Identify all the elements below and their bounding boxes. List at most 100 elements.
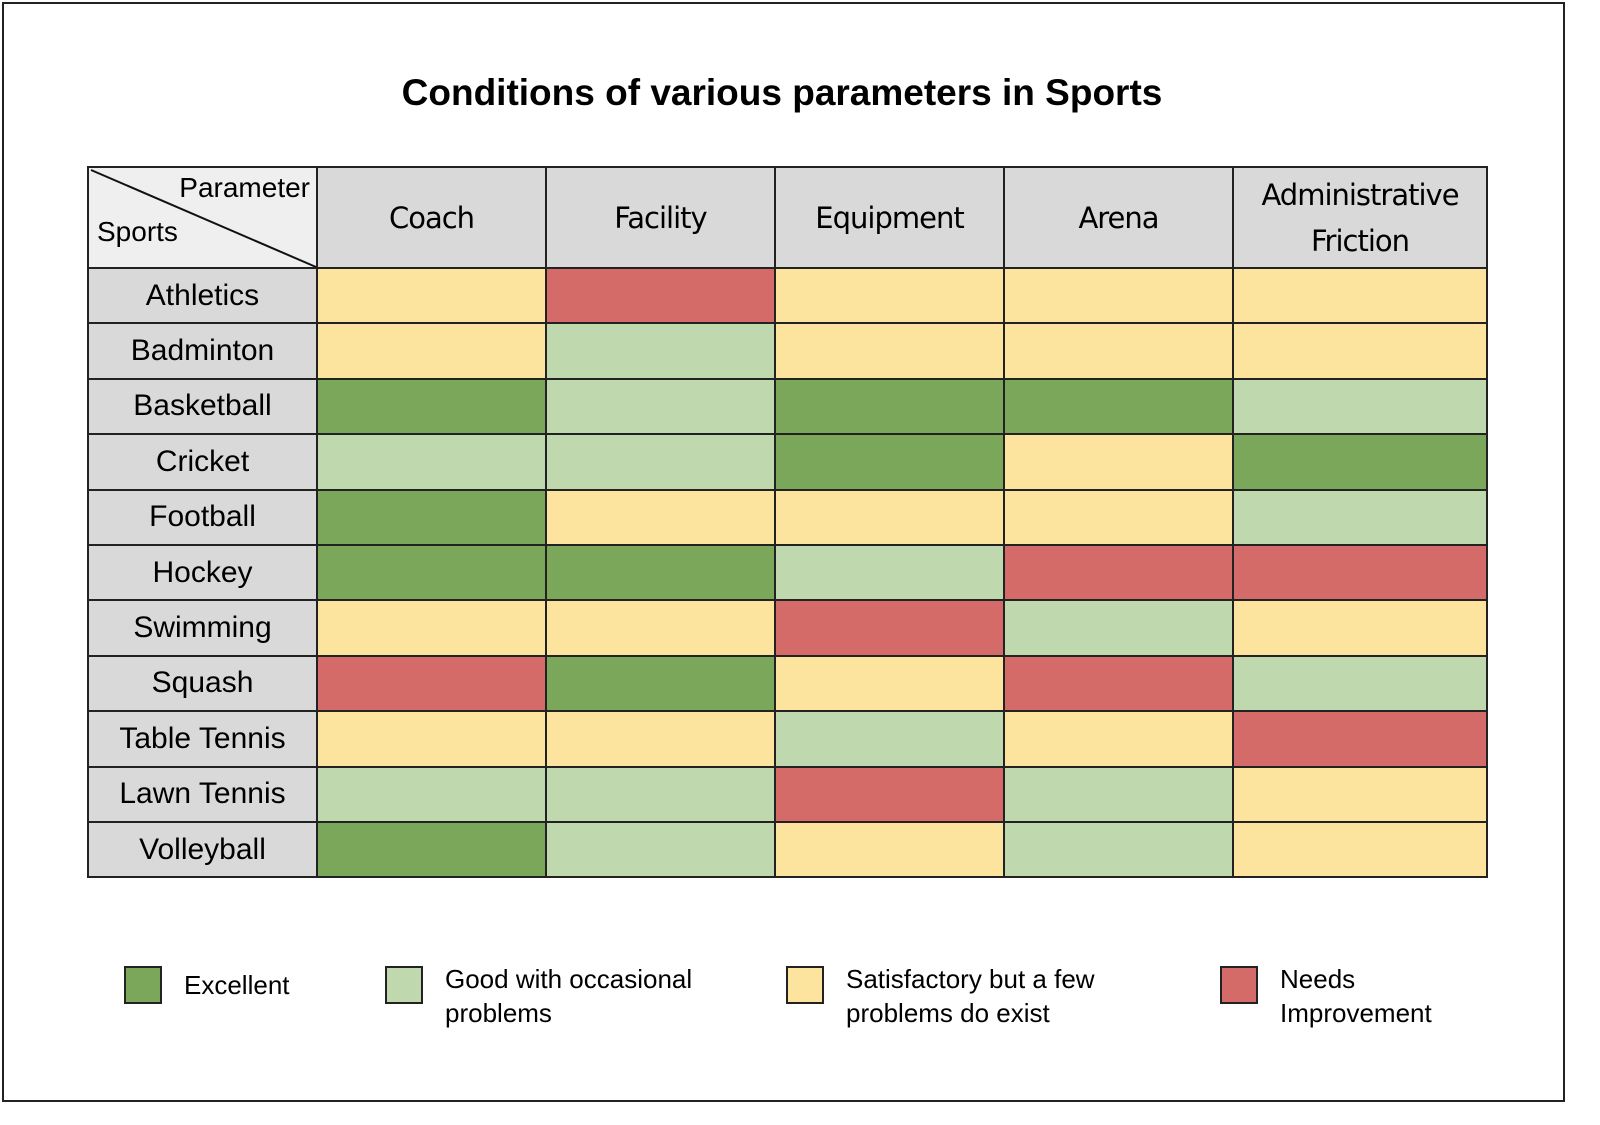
table-row: Football <box>87 488 1488 546</box>
heatmap-cell <box>1232 266 1488 325</box>
row-header: Table Tennis <box>87 710 318 768</box>
row-header: Volleyball <box>87 820 318 879</box>
row-header: Lawn Tennis <box>87 765 318 823</box>
heatmap-cell <box>316 266 547 325</box>
heatmap-cell <box>774 322 1005 380</box>
heatmap-cell <box>1003 599 1234 657</box>
table-row: Athletics <box>87 266 1488 325</box>
column-axis-label: Parameter <box>179 172 310 203</box>
heatmap-cell <box>1003 488 1234 546</box>
heatmap-cell <box>1003 266 1234 325</box>
chart-title: Conditions of various parameters in Spor… <box>401 72 1163 113</box>
heatmap-cell <box>1003 765 1234 823</box>
heatmap-cell <box>1232 710 1488 768</box>
heatmap-cell <box>1003 654 1234 713</box>
legend-item-excellent: Excellent <box>124 962 290 1004</box>
legend-label: Good with occasional problems <box>445 964 693 1028</box>
row-header: Hockey <box>87 543 318 602</box>
table-row: Hockey <box>87 543 1488 602</box>
heatmap-cell <box>1003 710 1234 768</box>
heatmap-cell <box>774 765 1005 823</box>
heatmap-cell <box>316 322 547 380</box>
heatmap-cell <box>316 377 547 436</box>
heatmap-cell <box>774 820 1005 879</box>
legend-swatch <box>786 966 824 1004</box>
legend-label: Needs Improvement <box>1280 964 1432 1028</box>
header-row: Parameter Sports Coach Facility Equipmen… <box>87 166 1488 269</box>
heatmap-cell <box>545 322 776 380</box>
legend-label: Satisfactory but a few problems do exist <box>846 964 1095 1028</box>
heatmap-cell <box>316 543 547 602</box>
heatmap-cell <box>774 488 1005 546</box>
heatmap-cell <box>545 765 776 823</box>
row-header: Swimming <box>87 599 318 657</box>
legend-label: Excellent <box>184 970 290 1000</box>
heatmap-cell <box>1232 820 1488 879</box>
corner-header: Parameter Sports <box>87 166 318 269</box>
legend-swatch <box>1220 966 1258 1004</box>
heatmap-table: Parameter Sports Coach Facility Equipmen… <box>87 166 1488 879</box>
chart-frame <box>2 2 1565 1102</box>
column-header-coach: Coach <box>316 166 547 269</box>
row-header: Basketball <box>87 377 318 436</box>
heatmap-cell <box>545 377 776 436</box>
row-header: Football <box>87 488 318 546</box>
heatmap-cell <box>1232 488 1488 546</box>
heatmap-cell <box>1232 765 1488 823</box>
column-header-administrative-friction: Administrative Friction <box>1232 166 1488 269</box>
heatmap-cell <box>774 377 1005 436</box>
heatmap-cell <box>1003 543 1234 602</box>
table-row: Swimming <box>87 599 1488 657</box>
legend-item-needs-improvement: Needs Improvement <box>1220 962 1460 1030</box>
row-header: Badminton <box>87 322 318 380</box>
heatmap-cell <box>774 710 1005 768</box>
heatmap-cell <box>545 433 776 491</box>
heatmap-cell <box>545 488 776 546</box>
heatmap-cell <box>1232 543 1488 602</box>
legend-swatch <box>385 966 423 1004</box>
legend-swatch <box>124 966 162 1004</box>
heatmap-cell <box>545 599 776 657</box>
heatmap-cell <box>316 710 547 768</box>
table-row: Squash <box>87 654 1488 713</box>
diagonal-line <box>90 169 317 268</box>
row-header: Cricket <box>87 433 318 491</box>
heatmap-cell <box>1003 322 1234 380</box>
heatmap-cell <box>316 433 547 491</box>
row-header: Athletics <box>87 266 318 325</box>
heatmap-cell <box>1232 654 1488 713</box>
heatmap-cell <box>1003 433 1234 491</box>
heatmap-cell <box>1232 433 1488 491</box>
heatmap-cell <box>316 654 547 713</box>
heatmap-cell <box>545 543 776 602</box>
heatmap-cell <box>316 820 547 879</box>
column-header-arena: Arena <box>1003 166 1234 269</box>
heatmap-cell <box>1232 322 1488 380</box>
table-row: Volleyball <box>87 820 1488 879</box>
table-row: Lawn Tennis <box>87 765 1488 823</box>
table-row: Cricket <box>87 433 1488 491</box>
legend-item-good: Good with occasional problems <box>385 962 735 1030</box>
heatmap-cell <box>774 433 1005 491</box>
table-row: Table Tennis <box>87 710 1488 768</box>
heatmap-cell <box>774 543 1005 602</box>
heatmap-cell <box>1003 377 1234 436</box>
heatmap-cell <box>1003 820 1234 879</box>
heatmap-cell <box>545 820 776 879</box>
heatmap-cell <box>545 710 776 768</box>
row-axis-label: Sports <box>97 216 178 247</box>
heatmap-cell <box>774 266 1005 325</box>
column-header-equipment: Equipment <box>774 166 1005 269</box>
row-header: Squash <box>87 654 318 713</box>
heatmap-cell <box>1232 599 1488 657</box>
heatmap-cell <box>774 599 1005 657</box>
heatmap-cell <box>545 654 776 713</box>
table-row: Badminton <box>87 322 1488 380</box>
column-header-facility: Facility <box>545 166 776 269</box>
heatmap-cell <box>774 654 1005 713</box>
heatmap-cell <box>316 599 547 657</box>
legend-item-satisfactory: Satisfactory but a few problems do exist <box>786 962 1136 1030</box>
heatmap-cell <box>1232 377 1488 436</box>
table-row: Basketball <box>87 377 1488 436</box>
heatmap-cell <box>316 488 547 546</box>
